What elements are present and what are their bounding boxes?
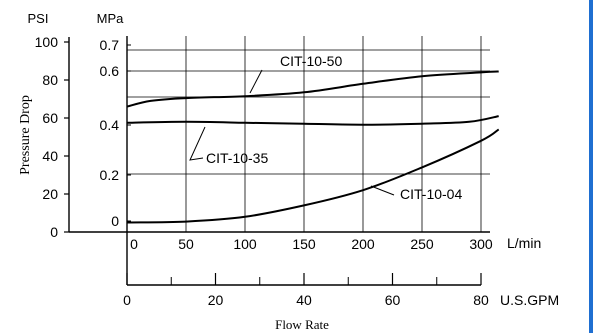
psi-axis-unit-label: PSI (28, 11, 49, 26)
psi-tick-label: 20 (42, 186, 58, 202)
psi-tick-label: 60 (42, 110, 58, 126)
series-line-cit-10-50 (126, 70, 499, 108)
x-axis-title: Flow Rate (275, 317, 329, 332)
side-accent-bar (589, 0, 593, 333)
lmin-tick-label: 150 (292, 236, 316, 252)
mpa-tick-label: 0.2 (100, 167, 120, 183)
y-axis-title: Pressure Drop (18, 95, 33, 175)
gpm-tick-label: 0 (123, 292, 131, 308)
lmin-tick-label: 0 (130, 236, 138, 252)
series-line-cit-10-04 (126, 128, 500, 224)
chart-series (126, 70, 500, 224)
mpa-axis-unit-label: MPa (97, 11, 125, 26)
chart-labels: CIT-10-50 CIT-10-35 CIT-10-04 (189, 53, 462, 202)
gpm-tick-label: 80 (473, 292, 489, 308)
gpm-tick-label: 20 (208, 292, 224, 308)
lmin-tick-label: 200 (351, 236, 375, 252)
series-leader-line (249, 69, 263, 94)
lmin-tick-label: 250 (410, 236, 434, 252)
mpa-tick-label: 0.7 (100, 37, 120, 53)
series-leader-line (370, 185, 395, 196)
gpm-axis-unit-label: U.S.GPM (500, 292, 559, 308)
series-label-cit-10-50: CIT-10-50 (280, 53, 342, 69)
chart-grid (127, 36, 490, 232)
psi-tick-label: 40 (42, 148, 58, 164)
gpm-tick-label: 60 (385, 292, 401, 308)
lmin-tick-label: 300 (469, 236, 493, 252)
gpm-tick-label: 40 (296, 292, 312, 308)
series-leader-line (189, 126, 206, 161)
mpa-tick-label: 0.6 (100, 63, 120, 79)
series-line-cit-10-35 (126, 115, 499, 126)
series-label-cit-10-04: CIT-10-04 (400, 186, 462, 202)
psi-tick-label: 0 (50, 224, 58, 240)
lmin-tick-label: 50 (178, 236, 194, 252)
mpa-tick-label: 0.4 (100, 117, 120, 133)
lmin-axis-unit-label: L/min (507, 235, 541, 251)
psi-tick-label: 80 (42, 72, 58, 88)
mpa-tick-label: 0 (111, 213, 119, 229)
series-label-cit-10-35: CIT-10-35 (206, 150, 268, 166)
lmin-tick-label: 100 (233, 236, 257, 252)
psi-tick-label: 100 (35, 34, 59, 50)
